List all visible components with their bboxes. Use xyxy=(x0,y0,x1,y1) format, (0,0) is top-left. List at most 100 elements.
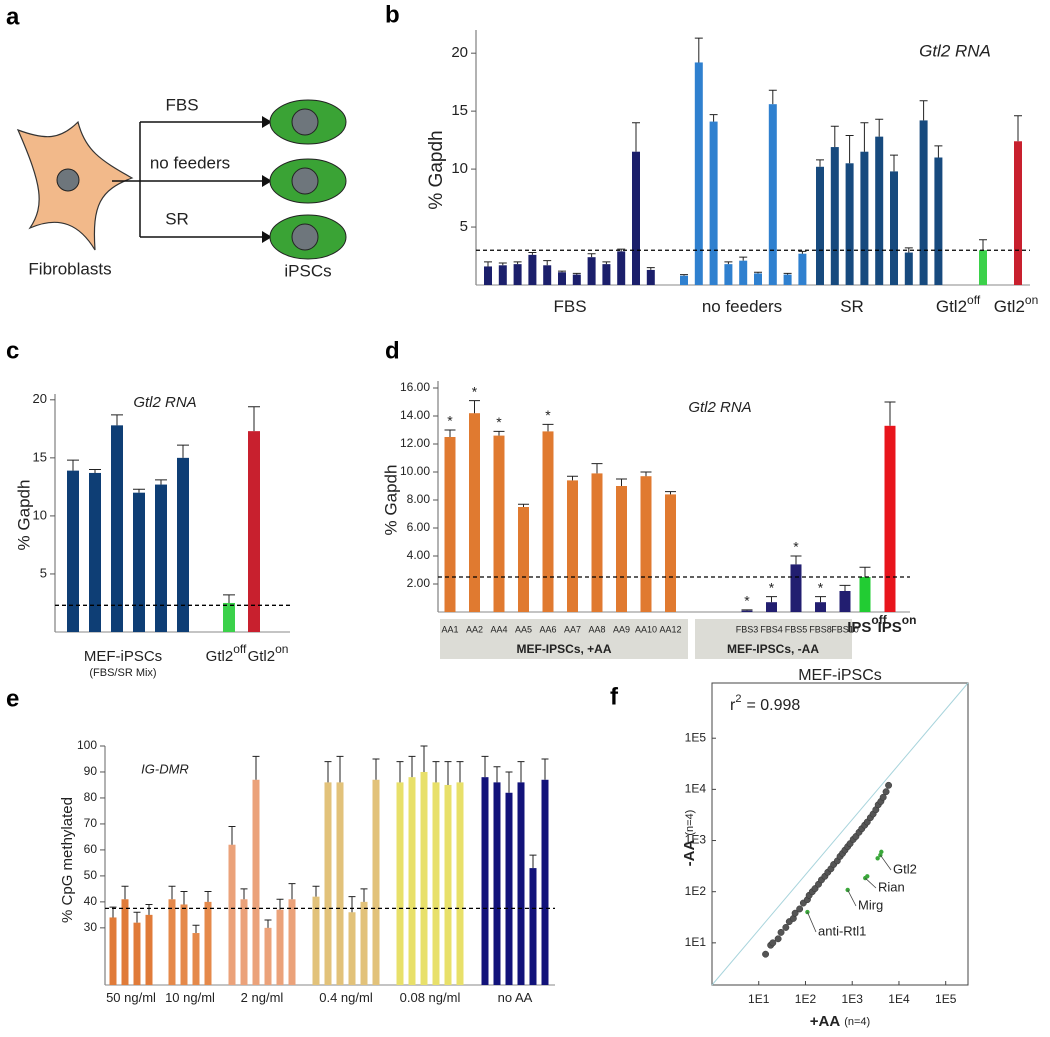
error-bar xyxy=(498,262,507,266)
error-bar xyxy=(768,89,777,105)
y-tick-label: 6.00 xyxy=(407,520,431,534)
bar xyxy=(518,507,529,612)
error-bar xyxy=(739,256,748,261)
bar xyxy=(860,151,869,285)
error-bar xyxy=(680,274,688,276)
arrowheads xyxy=(262,116,272,243)
group-label: MEF-IPSCs, -AA xyxy=(727,642,819,656)
bar xyxy=(617,251,626,285)
point xyxy=(879,793,887,801)
stat-label: r2 = 0.998 xyxy=(730,693,800,714)
panel-letter: e xyxy=(6,685,19,712)
error-bar xyxy=(528,252,537,255)
bar xyxy=(517,782,525,985)
group-label: 10 ng/ml xyxy=(165,990,215,1005)
y-axis-title-text: -AA xyxy=(681,840,698,867)
error-bar xyxy=(493,766,501,783)
group-box xyxy=(440,619,688,659)
error-bar xyxy=(591,463,603,474)
point xyxy=(774,935,782,943)
error-bar xyxy=(513,261,522,265)
group-label-text: no AA xyxy=(498,990,533,1005)
stat-base: r xyxy=(730,697,736,714)
error-bar xyxy=(360,888,368,902)
y-tick-label: 8.00 xyxy=(407,492,431,506)
panel-letter: a xyxy=(6,3,20,30)
error-bar xyxy=(845,134,854,164)
annotation: Mirg xyxy=(858,897,883,912)
group-sublabel: (FBS/SR Mix) xyxy=(89,667,156,679)
bar xyxy=(815,602,826,612)
error-bar xyxy=(919,100,928,121)
error-bar xyxy=(754,271,762,274)
error-bar xyxy=(766,596,777,603)
error-bar xyxy=(567,475,578,481)
bar xyxy=(591,473,603,612)
x-tick-label: 1E5 xyxy=(935,992,957,1006)
error-bar xyxy=(336,755,344,783)
y-axis-title: -AA (n=4) xyxy=(681,810,698,867)
x-tick-label: AA12 xyxy=(659,624,681,634)
bar xyxy=(680,275,688,285)
annotation: anti-Rtl1 xyxy=(818,923,866,938)
x-tick-label: AA7 xyxy=(564,624,581,634)
error-bar xyxy=(288,883,296,900)
error-bar xyxy=(694,37,703,63)
y-tick-label: 40 xyxy=(84,894,98,908)
bar xyxy=(493,782,501,985)
group-label-text: IPS xyxy=(878,619,902,636)
x-axis-title-note: (n=4) xyxy=(844,1016,870,1028)
bar xyxy=(168,899,176,985)
error-bar xyxy=(505,771,513,793)
bar xyxy=(192,933,200,985)
bar xyxy=(632,151,640,285)
bar xyxy=(252,779,260,985)
panel-a: a FBS no feeders SR Fibroblasts iPSCs xyxy=(6,3,347,280)
significance-mark: * xyxy=(769,579,775,595)
nucleus xyxy=(291,167,319,195)
group-label-text: IPS xyxy=(847,619,871,636)
error-bar xyxy=(133,488,145,493)
x-tick-label: AA9 xyxy=(613,624,630,634)
group-label: Gtl2off xyxy=(206,642,247,665)
bar xyxy=(859,577,871,612)
significance-mark: * xyxy=(793,539,799,555)
x-tick-label: FBS8 xyxy=(809,624,832,634)
error-bar xyxy=(324,761,332,783)
error-bar xyxy=(111,414,123,426)
point xyxy=(762,950,770,958)
nucleus xyxy=(56,168,80,192)
bar xyxy=(481,777,489,985)
group-label-text: Gtl2 xyxy=(248,648,276,665)
group-label: 0.08 ng/ml xyxy=(400,990,461,1005)
bar xyxy=(408,777,416,985)
x-tick-label: AA10 xyxy=(635,624,657,634)
bar xyxy=(177,457,189,632)
bar xyxy=(640,476,652,612)
error-bar xyxy=(543,260,552,266)
y-axis-title: % Gapdh xyxy=(426,130,447,209)
error-bar xyxy=(640,471,652,477)
group-label: 2 ng/ml xyxy=(241,990,284,1005)
x-tick-label: FBS3 xyxy=(736,624,759,634)
bar xyxy=(121,899,129,985)
bar xyxy=(456,782,464,985)
error-bar xyxy=(248,406,260,432)
chart-title: Gtl2 RNA xyxy=(688,399,751,416)
bar xyxy=(312,896,320,985)
bar xyxy=(1014,141,1022,285)
nucleus xyxy=(291,223,319,251)
group-label-text: MEF-IPSCs, +AA xyxy=(516,642,611,656)
error-bar xyxy=(542,423,554,432)
error-bar xyxy=(133,911,141,923)
y-tick-label: 2.00 xyxy=(407,576,431,590)
error-bar xyxy=(204,890,212,902)
error-bar xyxy=(121,885,129,900)
y-tick-label: 20 xyxy=(33,391,47,406)
x-tick-label: AA2 xyxy=(466,624,483,634)
panel-letter: b xyxy=(385,1,400,28)
bar xyxy=(790,564,802,612)
bar xyxy=(396,782,404,985)
group-label-text: FBS xyxy=(553,297,586,316)
